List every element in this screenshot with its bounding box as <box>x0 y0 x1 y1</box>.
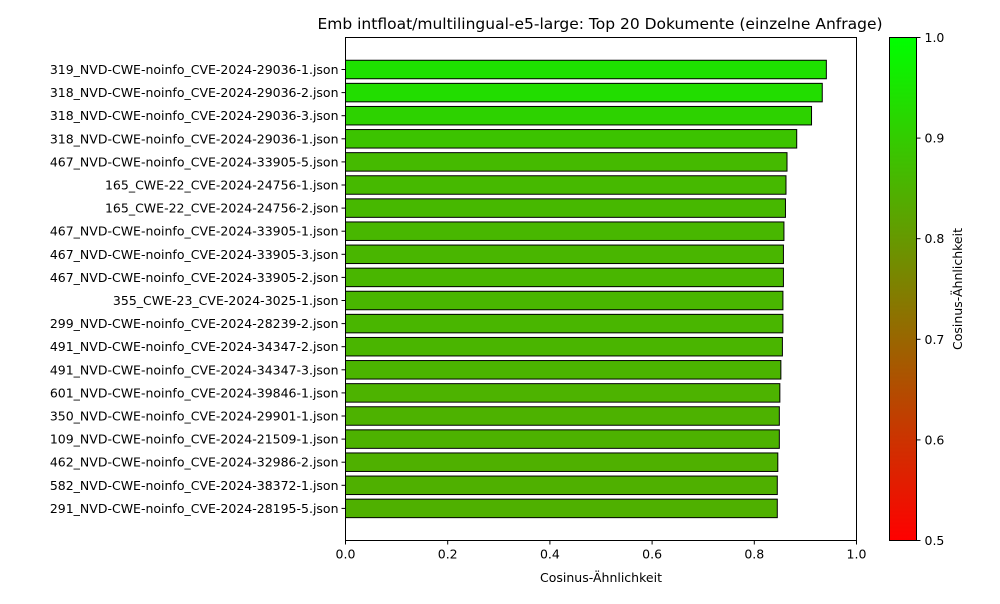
colorbar-tick-label: 1.0 <box>925 30 945 45</box>
y-tick-label: 299_NVD-CWE-noinfo_CVE-2024-28239-2.json <box>50 316 339 331</box>
y-tick-label: 582_NVD-CWE-noinfo_CVE-2024-38372-1.json <box>50 478 339 493</box>
y-tick-label: 467_NVD-CWE-noinfo_CVE-2024-33905-2.json <box>50 270 339 285</box>
bar <box>345 198 786 218</box>
y-tick-label: 601_NVD-CWE-noinfo_CVE-2024-39846-1.json <box>50 385 339 400</box>
x-axis: 0.0 0.2 0.4 0.6 0.8 1.0 <box>336 540 867 562</box>
y-tick-labels: 319_NVD-CWE-noinfo_CVE-2024-29036-1.json… <box>50 62 346 516</box>
y-tick-label: 467_NVD-CWE-noinfo_CVE-2024-33905-5.json <box>50 154 339 169</box>
bar <box>345 452 779 472</box>
colorbar-label: Cosinus-Ähnlichkeit <box>950 228 965 350</box>
y-tick-label: 109_NVD-CWE-noinfo_CVE-2024-21509-1.json <box>50 432 339 447</box>
bar <box>345 383 781 403</box>
bar <box>345 360 782 380</box>
bar <box>345 498 778 519</box>
x-tick-label: 0.4 <box>540 547 560 562</box>
bar <box>345 475 778 496</box>
x-tick-label: 0.0 <box>336 547 356 562</box>
bar <box>345 105 813 126</box>
bar <box>345 429 780 449</box>
y-tick-label: 467_NVD-CWE-noinfo_CVE-2024-33905-1.json <box>50 224 339 239</box>
x-tick-label: 0.6 <box>642 547 662 562</box>
y-tick-label: 355_CWE-23_CVE-2024-3025-1.json <box>113 293 339 308</box>
colorbar-tick-label: 0.5 <box>925 533 945 548</box>
y-tick-label: 318_NVD-CWE-noinfo_CVE-2024-29036-2.json <box>50 85 339 100</box>
bar <box>345 336 783 357</box>
y-tick-label: 319_NVD-CWE-noinfo_CVE-2024-29036-1.json <box>50 62 339 77</box>
colorbar-tick-label: 0.9 <box>925 131 945 146</box>
bar <box>345 221 785 241</box>
bar <box>345 59 827 80</box>
colorbar-tick-label: 0.6 <box>925 432 945 447</box>
x-axis-label: Cosinus-Ähnlichkeit <box>540 570 662 585</box>
bar <box>345 313 784 334</box>
y-tick-label: 165_CWE-22_CVE-2024-24756-1.json <box>105 178 339 193</box>
colorbar-tick-label: 0.7 <box>925 332 945 347</box>
y-tick-label: 291_NVD-CWE-noinfo_CVE-2024-28195-5.json <box>50 501 339 516</box>
bars-layer <box>345 59 827 519</box>
colorbar: 0.5 0.6 0.7 0.8 0.9 1.0 Cosinus-Ähnlichkeit <box>889 30 965 548</box>
bar <box>345 267 784 288</box>
y-tick-label: 318_NVD-CWE-noinfo_CVE-2024-29036-3.json <box>50 108 339 123</box>
y-tick-label: 491_NVD-CWE-noinfo_CVE-2024-34347-3.json <box>50 362 339 377</box>
y-tick-label: 491_NVD-CWE-noinfo_CVE-2024-34347-2.json <box>50 339 339 354</box>
x-tick-label: 1.0 <box>847 547 867 562</box>
bar <box>345 244 784 265</box>
bar <box>345 406 780 426</box>
bar <box>345 290 784 311</box>
bar <box>345 152 788 172</box>
colorbar-ticks: 0.5 0.6 0.7 0.8 0.9 1.0 <box>916 30 945 548</box>
plot-frame <box>345 37 857 541</box>
y-tick-label: 165_CWE-22_CVE-2024-24756-2.json <box>105 201 339 216</box>
y-tick-label: 467_NVD-CWE-noinfo_CVE-2024-33905-3.json <box>50 247 339 262</box>
x-tick-label: 0.8 <box>744 547 764 562</box>
bar <box>345 175 787 195</box>
bar <box>345 129 798 149</box>
chart-title: Emb intfloat/multilingual-e5-large: Top … <box>317 15 882 33</box>
y-tick-label: 350_NVD-CWE-noinfo_CVE-2024-29901-1.json <box>50 409 339 424</box>
colorbar-tick-label: 0.8 <box>925 231 945 246</box>
y-tick-label: 318_NVD-CWE-noinfo_CVE-2024-29036-1.json <box>50 131 339 146</box>
colorbar-gradient <box>889 37 917 541</box>
y-tick-label: 462_NVD-CWE-noinfo_CVE-2024-32986-2.json <box>50 455 339 470</box>
bar <box>345 82 823 103</box>
x-tick-label: 0.2 <box>438 547 458 562</box>
